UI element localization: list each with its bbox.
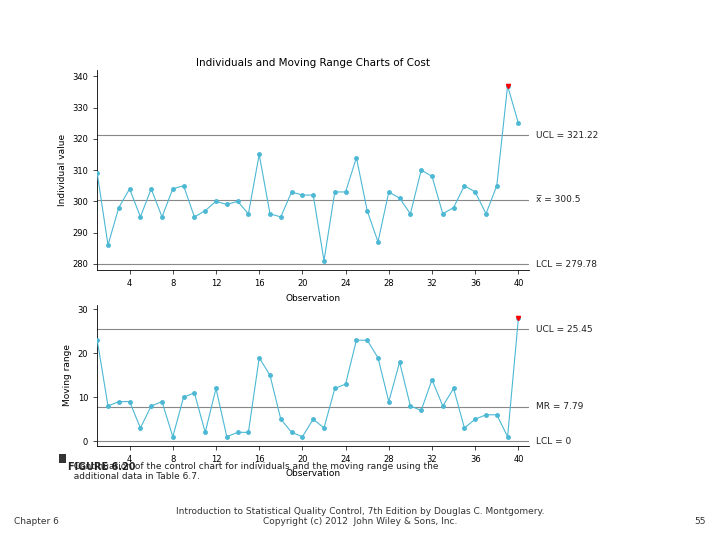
Text: FIGURE 6.20: FIGURE 6.20	[68, 462, 136, 472]
Title: Individuals and Moving Range Charts of Cost: Individuals and Moving Range Charts of C…	[197, 58, 431, 68]
Text: 55: 55	[694, 517, 706, 526]
Text: Introduction to Statistical Quality Control, 7th Edition by Douglas C. Montgomer: Introduction to Statistical Quality Cont…	[176, 507, 544, 526]
Text: Chapter 6: Chapter 6	[14, 517, 59, 526]
Text: UCL = 25.45: UCL = 25.45	[536, 325, 593, 334]
Text: LCL = 0: LCL = 0	[536, 437, 572, 445]
Text: LCL = 279.78: LCL = 279.78	[536, 260, 598, 269]
Y-axis label: Moving range: Moving range	[63, 345, 72, 406]
X-axis label: Observation: Observation	[286, 294, 341, 302]
Text: x̅ = 300.5: x̅ = 300.5	[536, 195, 581, 204]
Text: MR = 7.79: MR = 7.79	[536, 402, 584, 411]
Text: Continuation of the control chart for individuals and the moving range using the: Continuation of the control chart for in…	[68, 462, 439, 481]
Text: UCL = 321.22: UCL = 321.22	[536, 131, 598, 139]
X-axis label: Observation: Observation	[286, 469, 341, 478]
Y-axis label: Individual value: Individual value	[58, 134, 67, 206]
